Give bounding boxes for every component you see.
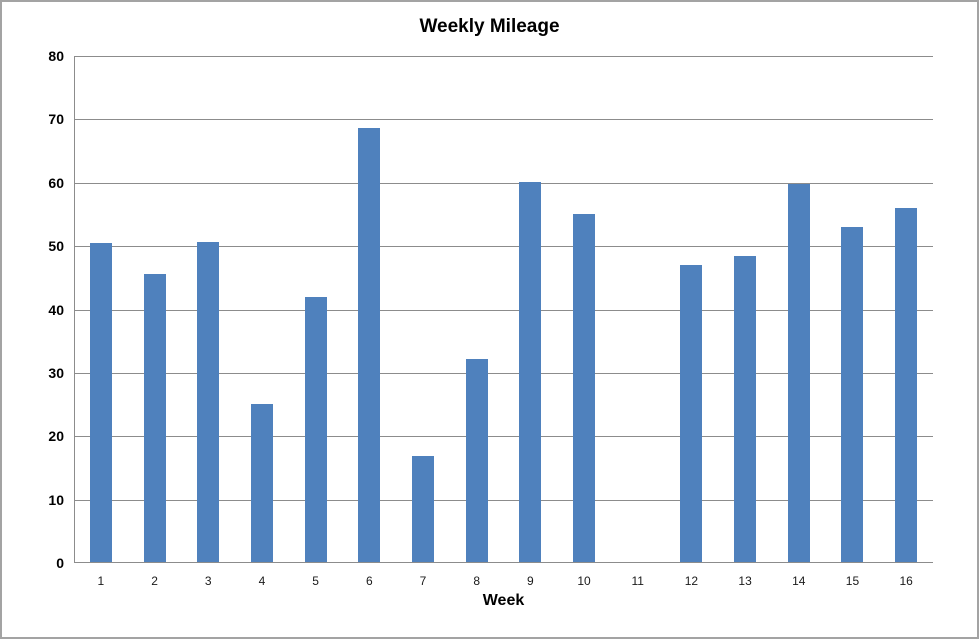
bar-week-15 (841, 226, 864, 562)
x-tick-label-7: 7 (419, 574, 427, 588)
bar-week-7 (411, 455, 434, 562)
plot-area (74, 56, 933, 563)
bar-week-4 (250, 404, 273, 562)
x-tick-label-16: 16 (899, 574, 913, 588)
gridline-y-20 (74, 436, 933, 438)
bar-week-12 (680, 265, 703, 562)
x-tick-label-11: 11 (631, 574, 644, 588)
x-tick-label-6: 6 (365, 574, 373, 588)
x-axis-title: Week (482, 592, 525, 609)
gridline-y-50 (74, 246, 933, 248)
gridline-y-30 (74, 372, 933, 374)
x-axis-line (74, 562, 933, 563)
bar-week-14 (787, 184, 810, 562)
gridline-y-70 (74, 119, 933, 121)
y-tick-label-30: 30 (48, 364, 64, 381)
y-tick-label-40: 40 (48, 301, 64, 318)
chart-title: Weekly Mileage (419, 16, 560, 37)
bar-week-2 (143, 274, 166, 562)
y-tick-label-60: 60 (48, 174, 64, 191)
gridline-y-40 (74, 309, 933, 311)
x-tick-label-10: 10 (577, 574, 591, 588)
gridline-y-80 (74, 56, 933, 57)
y-tick-label-10: 10 (48, 491, 64, 508)
x-tick-label-14: 14 (792, 574, 806, 588)
bar-week-9 (519, 181, 542, 562)
x-tick-label-12: 12 (684, 574, 699, 588)
bar-week-1 (89, 243, 112, 562)
x-tick-label-5: 5 (312, 574, 319, 588)
x-tick-label-13: 13 (738, 574, 752, 588)
bar-week-13 (734, 255, 757, 562)
x-tick-label-9: 9 (527, 574, 534, 588)
y-tick-label-50: 50 (48, 238, 64, 255)
bar-week-6 (358, 127, 381, 562)
x-tick-label-2: 2 (151, 574, 158, 588)
y-tick-label-80: 80 (48, 48, 64, 64)
bar-week-8 (465, 359, 488, 562)
bar-week-10 (573, 214, 596, 562)
gridline-y-10 (74, 499, 933, 501)
x-tick-label-4: 4 (258, 574, 266, 588)
y-tick-label-20: 20 (48, 428, 64, 445)
y-tick-label-0: 0 (56, 555, 64, 571)
y-tick-label-70: 70 (48, 111, 64, 128)
x-tick-label-15: 15 (845, 574, 860, 588)
x-tick-label-1: 1 (97, 574, 105, 588)
bar-week-5 (304, 297, 327, 562)
bar-week-16 (895, 208, 918, 562)
x-tick-label-3: 3 (204, 574, 212, 588)
bar-week-3 (197, 241, 220, 562)
gridline-y-60 (74, 182, 933, 184)
x-tick-label-8: 8 (473, 574, 480, 588)
